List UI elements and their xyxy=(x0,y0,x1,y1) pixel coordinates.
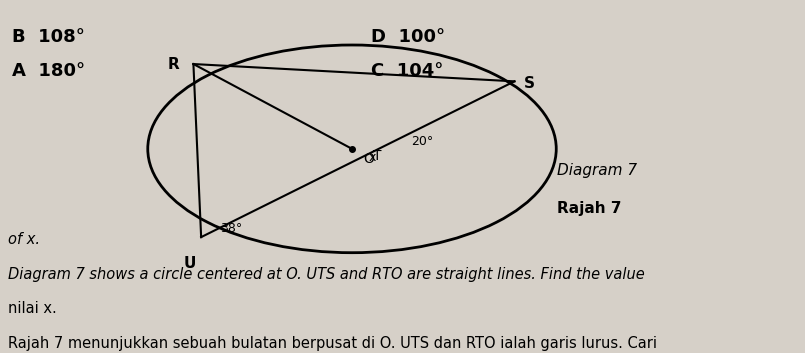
Text: Diagram 7 shows a circle centered at O. UTS and RTO are straight lines. Find the: Diagram 7 shows a circle centered at O. … xyxy=(8,267,645,282)
Text: A  180°: A 180° xyxy=(11,62,85,80)
Text: S: S xyxy=(524,76,535,91)
Text: of x.: of x. xyxy=(8,232,39,247)
Text: U: U xyxy=(184,256,196,271)
Text: R: R xyxy=(167,57,180,72)
Text: T: T xyxy=(373,149,381,163)
Text: Rajah 7: Rajah 7 xyxy=(557,201,621,216)
Text: Diagram 7: Diagram 7 xyxy=(557,163,637,178)
Text: D  100°: D 100° xyxy=(371,28,445,46)
Text: O: O xyxy=(364,152,374,166)
Text: Rajah 7 menunjukkan sebuah bulatan berpusat di O. UTS dan RTO ialah garis lurus.: Rajah 7 menunjukkan sebuah bulatan berpu… xyxy=(8,336,657,351)
Text: 20°: 20° xyxy=(411,135,434,148)
Text: 38°: 38° xyxy=(221,222,243,234)
Text: B  108°: B 108° xyxy=(11,28,85,46)
Text: C  104°: C 104° xyxy=(371,62,444,80)
Text: nilai x.: nilai x. xyxy=(8,301,56,316)
Text: x: x xyxy=(369,151,376,164)
